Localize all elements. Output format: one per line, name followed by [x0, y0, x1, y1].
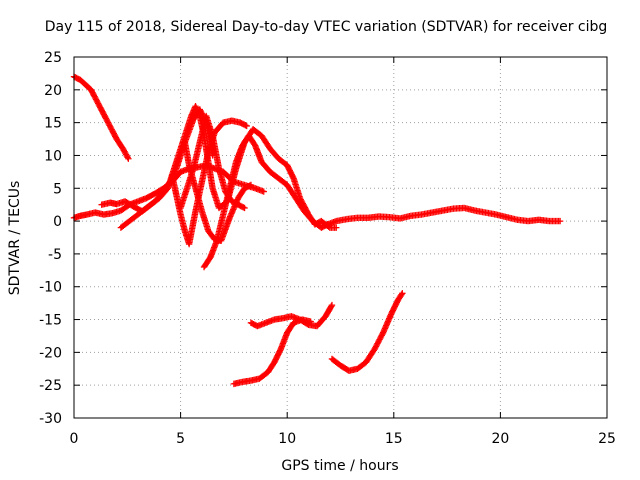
series-arc-7 — [181, 139, 255, 244]
data-point — [399, 290, 406, 297]
y-tick-label: 25 — [44, 50, 62, 66]
data-point — [333, 224, 340, 231]
y-tick-label: -25 — [39, 378, 62, 394]
chart-title: Day 115 of 2018, Sidereal Day-to-day VTE… — [45, 19, 608, 35]
y-tick-label: -10 — [39, 280, 62, 296]
data-point — [328, 303, 335, 310]
data-point — [241, 204, 248, 212]
data-point — [240, 204, 247, 211]
x-axis: 0 5 10 15 20 25 — [70, 57, 616, 447]
grid-lines — [74, 57, 607, 418]
y-tick-label: -15 — [39, 313, 62, 329]
data-point — [556, 217, 564, 225]
y-axis-title: SDTVAR / TECUs — [7, 181, 23, 296]
data-point — [243, 122, 250, 130]
x-tick-label: 10 — [278, 431, 296, 447]
plot-frame — [73, 56, 608, 419]
y-tick-label: 15 — [44, 116, 62, 132]
x-tick-label: 20 — [491, 431, 509, 447]
y-tick-label: -5 — [48, 247, 62, 263]
y-axis: -30 -25 -20 -15 -10 -5 0 5 10 15 20 25 — [39, 50, 607, 427]
series-arc-11 — [230, 316, 314, 388]
y-tick-label: 10 — [44, 148, 62, 164]
data-point — [242, 122, 249, 129]
x-tick-label: 0 — [70, 431, 79, 447]
data-marks — [70, 73, 564, 388]
series-arc-8 — [200, 132, 331, 271]
data-point — [260, 188, 267, 195]
y-tick-label: 20 — [44, 83, 62, 99]
x-tick-label: 5 — [176, 431, 185, 447]
series-arc-1 — [70, 73, 132, 162]
series-arc-9 — [324, 204, 564, 228]
y-tick-label: -30 — [39, 411, 62, 427]
x-tick-label: 15 — [385, 431, 403, 447]
data-point — [307, 318, 314, 325]
data-point — [124, 154, 131, 161]
series-arc-12 — [328, 290, 406, 374]
y-tick-label: 5 — [53, 181, 62, 197]
y-tick-label: -20 — [39, 345, 62, 361]
x-axis-title: GPS time / hours — [281, 458, 398, 474]
series-arc-6 — [177, 112, 248, 212]
data-point — [246, 182, 253, 189]
data-point — [247, 181, 255, 189]
data-point — [125, 155, 132, 162]
data-point — [328, 301, 336, 309]
x-tick-label: 25 — [598, 431, 616, 447]
data-point — [398, 291, 405, 298]
y-tick-label: 0 — [53, 214, 62, 230]
